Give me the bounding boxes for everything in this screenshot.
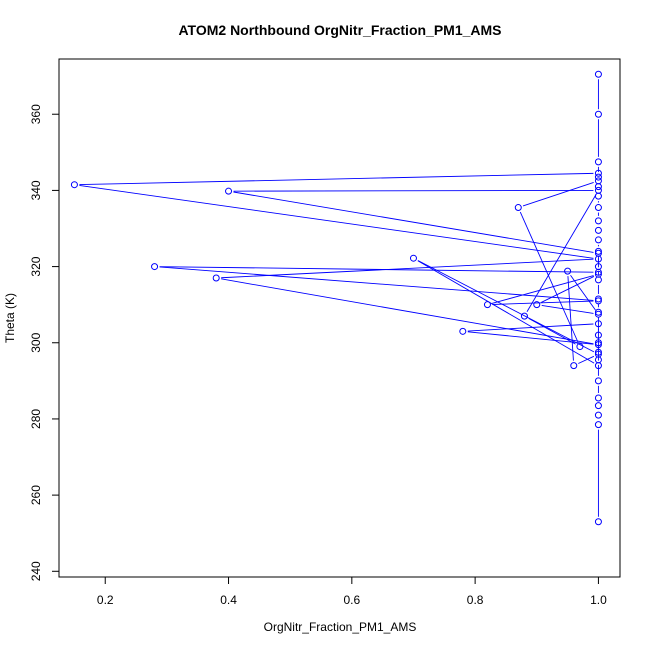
data-point bbox=[594, 348, 602, 356]
data-point bbox=[594, 169, 602, 177]
series-segment bbox=[528, 318, 576, 345]
data-point bbox=[594, 350, 602, 358]
series-segment bbox=[570, 274, 596, 311]
data-point bbox=[594, 249, 602, 257]
x-tick-label: 1.0 bbox=[590, 593, 607, 607]
data-point bbox=[594, 310, 602, 318]
y-axis-label: Theta (K) bbox=[3, 293, 17, 343]
data-point bbox=[225, 187, 233, 195]
series-segment bbox=[492, 275, 594, 304]
data-point bbox=[594, 192, 602, 200]
data-point bbox=[533, 301, 541, 309]
series-segment bbox=[417, 260, 595, 353]
chart-title: ATOM2 Northbound OrgNitr_Fraction_PM1_AM… bbox=[178, 22, 501, 38]
series-segment bbox=[526, 194, 597, 313]
y-tick-label: 280 bbox=[29, 409, 43, 429]
y-axis: 240 260 280 300 320 340 360 bbox=[29, 104, 59, 581]
data-point bbox=[594, 183, 602, 191]
series-segment bbox=[221, 258, 594, 279]
series-segment bbox=[159, 266, 594, 301]
data-point bbox=[594, 247, 602, 255]
data-point bbox=[594, 276, 602, 284]
data-point bbox=[212, 274, 220, 282]
y-tick-label: 340 bbox=[29, 180, 43, 200]
data-point bbox=[594, 226, 602, 234]
data-point bbox=[594, 377, 602, 385]
series-segment bbox=[233, 189, 594, 192]
data-point bbox=[594, 518, 602, 526]
data-point bbox=[594, 204, 602, 212]
series-segment bbox=[492, 300, 594, 305]
series-segment bbox=[79, 184, 594, 259]
data-point bbox=[70, 181, 78, 189]
data-point bbox=[594, 320, 602, 328]
data-point bbox=[564, 267, 572, 275]
series-segment bbox=[567, 276, 574, 361]
data-point bbox=[594, 394, 602, 402]
y-tick-label: 240 bbox=[29, 561, 43, 581]
data-point bbox=[594, 339, 602, 347]
series-segment bbox=[522, 182, 594, 207]
data-point bbox=[594, 295, 602, 303]
data-point bbox=[594, 402, 602, 410]
data-point bbox=[594, 362, 602, 370]
x-tick-label: 0.2 bbox=[97, 593, 114, 607]
data-point bbox=[483, 301, 491, 309]
data-point bbox=[594, 297, 602, 305]
y-tick-label: 320 bbox=[29, 256, 43, 276]
data-point bbox=[594, 236, 602, 244]
data-point bbox=[459, 327, 467, 335]
series-segment bbox=[519, 211, 579, 343]
data-point bbox=[520, 312, 528, 320]
data-point bbox=[594, 173, 602, 181]
data-point bbox=[594, 421, 602, 429]
series-segment bbox=[79, 172, 594, 186]
x-axis: 0.2 0.4 0.6 0.8 1.0 bbox=[97, 577, 607, 607]
series-segment bbox=[233, 191, 594, 253]
y-tick-label: 300 bbox=[29, 332, 43, 352]
series-segment bbox=[541, 276, 595, 303]
series-segment bbox=[221, 278, 594, 345]
y-tick-label: 360 bbox=[29, 104, 43, 124]
series-segment bbox=[417, 260, 595, 364]
data-point bbox=[594, 217, 602, 225]
series-segment bbox=[578, 355, 595, 364]
data-point bbox=[594, 341, 602, 349]
data-point bbox=[594, 70, 602, 78]
series-segment bbox=[467, 323, 594, 332]
plot-frame bbox=[58, 58, 621, 578]
data-point bbox=[151, 263, 159, 271]
series-segment bbox=[541, 304, 594, 314]
data-point bbox=[514, 204, 522, 212]
data-point bbox=[594, 110, 602, 118]
x-tick-label: 0.6 bbox=[343, 593, 360, 607]
x-tick-label: 0.4 bbox=[220, 593, 237, 607]
y-tick-label: 260 bbox=[29, 485, 43, 505]
data-point bbox=[409, 254, 417, 262]
data-point bbox=[594, 158, 602, 166]
data-point bbox=[594, 411, 602, 419]
series-segment bbox=[159, 266, 594, 273]
data-point bbox=[594, 263, 602, 271]
data-point bbox=[594, 331, 602, 339]
data-point bbox=[594, 308, 602, 316]
x-tick-label: 0.8 bbox=[467, 593, 484, 607]
data-series bbox=[70, 70, 602, 526]
data-point bbox=[570, 362, 578, 370]
data-point bbox=[576, 343, 584, 351]
x-axis-label: OrgNitr_Fraction_PM1_AMS bbox=[264, 620, 417, 634]
